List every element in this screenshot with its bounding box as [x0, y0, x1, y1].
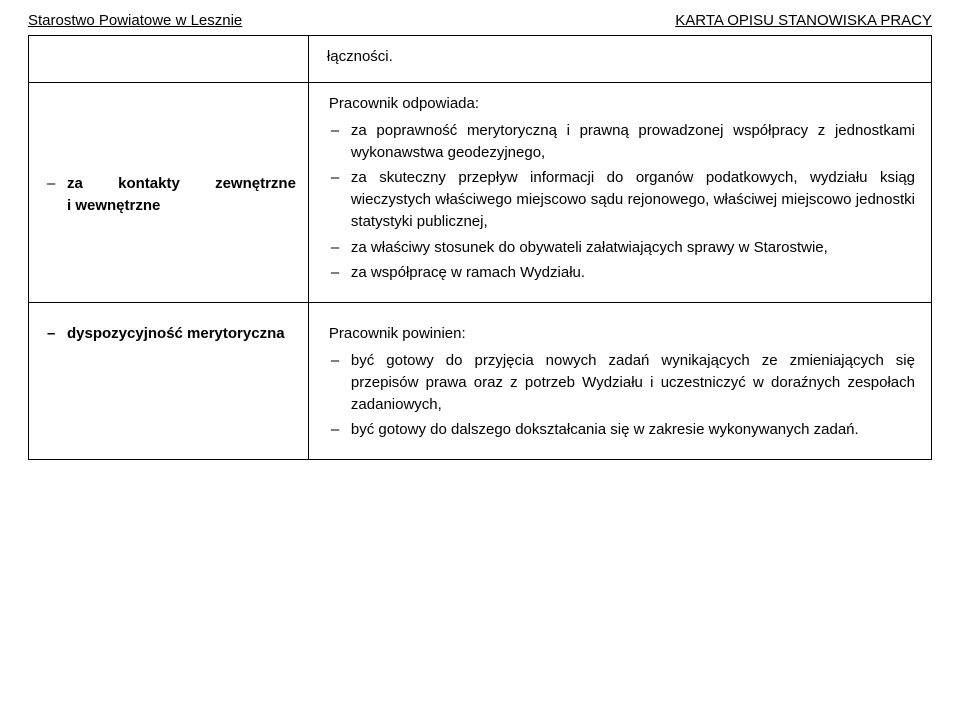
- list-item: za właściwy stosunek do obywateli załatw…: [327, 237, 915, 259]
- left-list-2: za kontakty zewnętrzne i wewnętrzne: [43, 173, 296, 217]
- cell-right-3: Pracownik powinien: być gotowy do przyję…: [308, 303, 931, 460]
- row2-list: za poprawność merytoryczną i prawną prow…: [327, 120, 915, 284]
- list-item: za współpracę w ramach Wydziału.: [327, 262, 915, 284]
- list-item: być gotowy do przyjęcia nowych zadań wyn…: [327, 350, 915, 415]
- cell-right-1: łączności.: [308, 36, 931, 83]
- left-list-3: dyspozycyjność merytoryczna: [43, 323, 296, 345]
- main-table: łączności. za kontakty zewnętrzne i wewn…: [28, 35, 932, 460]
- cell-left-1: [29, 36, 309, 83]
- left-item-prefix: za kontakty: [67, 175, 180, 192]
- header-left: Starostwo Powiatowe w Lesznie: [28, 12, 242, 29]
- table-row: za kontakty zewnętrzne i wewnętrzne Prac…: [29, 82, 932, 302]
- table-row: łączności.: [29, 36, 932, 83]
- cell-right-2: Pracownik odpowiada: za poprawność meryt…: [308, 82, 931, 302]
- header-right: KARTA OPISU STANOWISKA PRACY: [675, 12, 932, 29]
- page: Starostwo Powiatowe w Lesznie KARTA OPIS…: [0, 0, 960, 480]
- page-header: Starostwo Powiatowe w Lesznie KARTA OPIS…: [28, 12, 932, 29]
- row3-list: być gotowy do przyjęcia nowych zadań wyn…: [327, 350, 915, 441]
- list-item: za poprawność merytoryczną i prawną prow…: [327, 120, 915, 164]
- table-row: dyspozycyjność merytoryczna Pracownik po…: [29, 303, 932, 460]
- list-item: być gotowy do dalszego dokształcania się…: [327, 419, 915, 441]
- list-item: za skuteczny przepływ informacji do orga…: [327, 167, 915, 232]
- row1-text: łączności.: [327, 48, 393, 65]
- cell-left-3: dyspozycyjność merytoryczna: [29, 303, 309, 460]
- cell-left-2: za kontakty zewnętrzne i wewnętrzne: [29, 82, 309, 302]
- list-item: za kontakty zewnętrzne i wewnętrzne: [43, 173, 296, 217]
- row2-lead: Pracownik odpowiada:: [329, 95, 915, 112]
- row3-lead: Pracownik powinien:: [329, 325, 915, 342]
- list-item: dyspozycyjność merytoryczna: [43, 323, 296, 345]
